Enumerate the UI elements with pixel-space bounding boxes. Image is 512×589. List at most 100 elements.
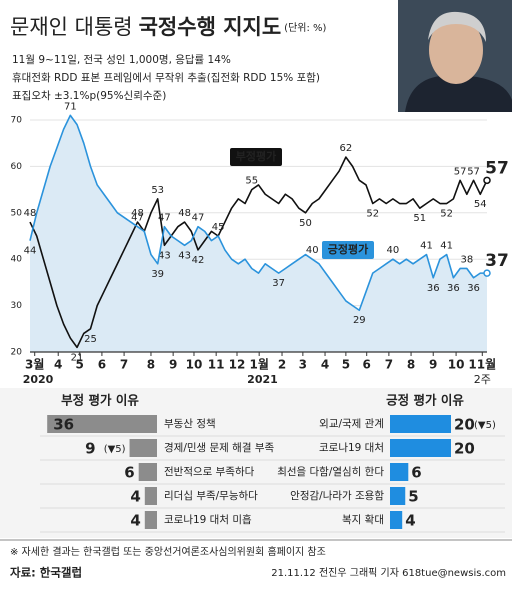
x-tick-label: 11	[208, 358, 225, 372]
bar	[390, 463, 409, 481]
data-label: 36	[427, 283, 440, 294]
area	[30, 115, 487, 352]
data-label: 52	[366, 209, 379, 220]
value-label: 4	[405, 512, 415, 530]
portrait	[398, 0, 512, 112]
x-tick-label: 10	[448, 358, 465, 372]
data-label: 40	[306, 245, 319, 256]
data-label: 41	[420, 241, 433, 252]
x-tick-label: 1월	[249, 357, 268, 372]
footer-note: ※ 자세한 결과는 한국갤럽 또는 중앙선거여론조사심의위원회 홈페이지 참조	[10, 545, 326, 558]
suit	[405, 76, 512, 112]
bar	[390, 415, 451, 433]
end-marker	[483, 176, 491, 185]
y-tick-label: 70	[11, 116, 23, 126]
data-label: 62	[340, 143, 353, 154]
panel-title: 긍정 평가 이유	[386, 393, 464, 408]
x-tick-label: 8	[147, 358, 155, 372]
x-tick-label: 11월	[468, 357, 496, 372]
note: 11월 9~11일, 전국 성인 1,000명, 응답률 14%	[12, 53, 231, 66]
change-label: (▼5)	[474, 420, 496, 431]
data-label: 48	[24, 208, 37, 219]
y-tick-label: 50	[11, 208, 23, 218]
bar	[138, 463, 157, 481]
value-label: 4	[130, 488, 140, 506]
unit: (단위: %)	[284, 21, 326, 34]
y-tick-label: 30	[11, 301, 23, 311]
panel-title: 부정 평가 이유	[61, 393, 139, 408]
credit: 21.11.12 전진우 그래픽 기자 618tue@newsis.com	[271, 567, 506, 579]
bar	[129, 439, 157, 457]
x-tick-label: 7	[385, 358, 393, 372]
data-label: 43	[178, 250, 191, 261]
series-line	[29, 156, 488, 349]
value-label: 5	[408, 488, 418, 506]
data-label: 45	[212, 222, 225, 233]
y-tick-label: 20	[11, 348, 23, 358]
data-label: 36	[447, 283, 460, 294]
data-label: 44	[24, 246, 37, 257]
year-label: 2020	[23, 373, 54, 386]
bar	[47, 415, 158, 433]
x-tick-label: 3월	[25, 357, 44, 372]
data-label: 47	[158, 213, 171, 224]
category-label: 코로나19 대처 미흡	[164, 513, 252, 526]
value-label: 20	[454, 416, 475, 434]
data-label: 50	[299, 218, 312, 229]
data-label: 53	[151, 185, 164, 196]
title-main: 문재인 대통령	[10, 15, 133, 39]
data-label: 57	[467, 166, 480, 177]
value-label: 9	[85, 440, 95, 458]
note: 표집오차 ±3.1%p(95%신뢰수준)	[12, 90, 166, 102]
data-label: 42	[192, 255, 205, 266]
x-tick-label: 9	[169, 358, 177, 372]
hair	[428, 11, 486, 42]
x-tick-label: 12	[229, 358, 246, 372]
legend-label: 긍정평가	[328, 242, 368, 256]
category-label: 외교/국제 관계	[319, 418, 384, 430]
data-label: 40	[387, 245, 400, 256]
legend-box	[230, 148, 282, 166]
data-label: 55	[245, 176, 258, 187]
data-label: 37	[272, 278, 285, 289]
x-tick-label: 6	[363, 358, 371, 372]
x-tick-label: 10	[186, 358, 203, 372]
tick-note: 2주	[474, 373, 491, 386]
bar	[144, 511, 157, 529]
data-label: 39	[151, 269, 164, 280]
category-label: 부동산 정책	[164, 418, 216, 430]
source: 자료: 한국갤럽	[10, 566, 82, 580]
x-tick-label: 3	[299, 358, 307, 372]
x-tick-label: 9	[429, 358, 437, 372]
data-label: 71	[64, 101, 77, 112]
data-label: 25	[84, 334, 97, 345]
category-label: 전반적으로 부족하다	[164, 465, 255, 478]
y-tick-label: 40	[11, 255, 23, 265]
category-label: 복지 확대	[342, 513, 384, 526]
data-label: 41	[440, 241, 453, 252]
data-label: 21	[71, 352, 84, 363]
x-tick-label: 4	[321, 358, 329, 372]
face	[429, 16, 483, 84]
data-label: 38	[460, 254, 473, 265]
bar	[390, 511, 403, 529]
legend-box	[322, 241, 374, 259]
title: 문재인 대통령 국정수행 지지도 (단위: %)	[10, 15, 327, 39]
change-label: (▼5)	[104, 444, 126, 455]
data-label: 48	[178, 208, 191, 219]
x-tick-label: 8	[407, 358, 415, 372]
data-label: 29	[353, 315, 366, 326]
x-tick-label: 2	[278, 358, 286, 372]
data-label: 47	[192, 213, 205, 224]
bar	[390, 439, 451, 457]
x-tick-label: 5	[76, 358, 84, 372]
category-label: 안정감/나라가 조용함	[290, 490, 384, 502]
end-label: 37	[485, 251, 509, 271]
x-tick-label: 5	[342, 358, 350, 372]
value-label: 36	[53, 416, 74, 434]
category-label: 경제/민생 문제 해결 부족	[164, 441, 274, 454]
y-tick-label: 60	[11, 162, 23, 172]
title-bold: 국정수행 지지도	[139, 15, 282, 39]
data-label: 52	[440, 209, 453, 220]
